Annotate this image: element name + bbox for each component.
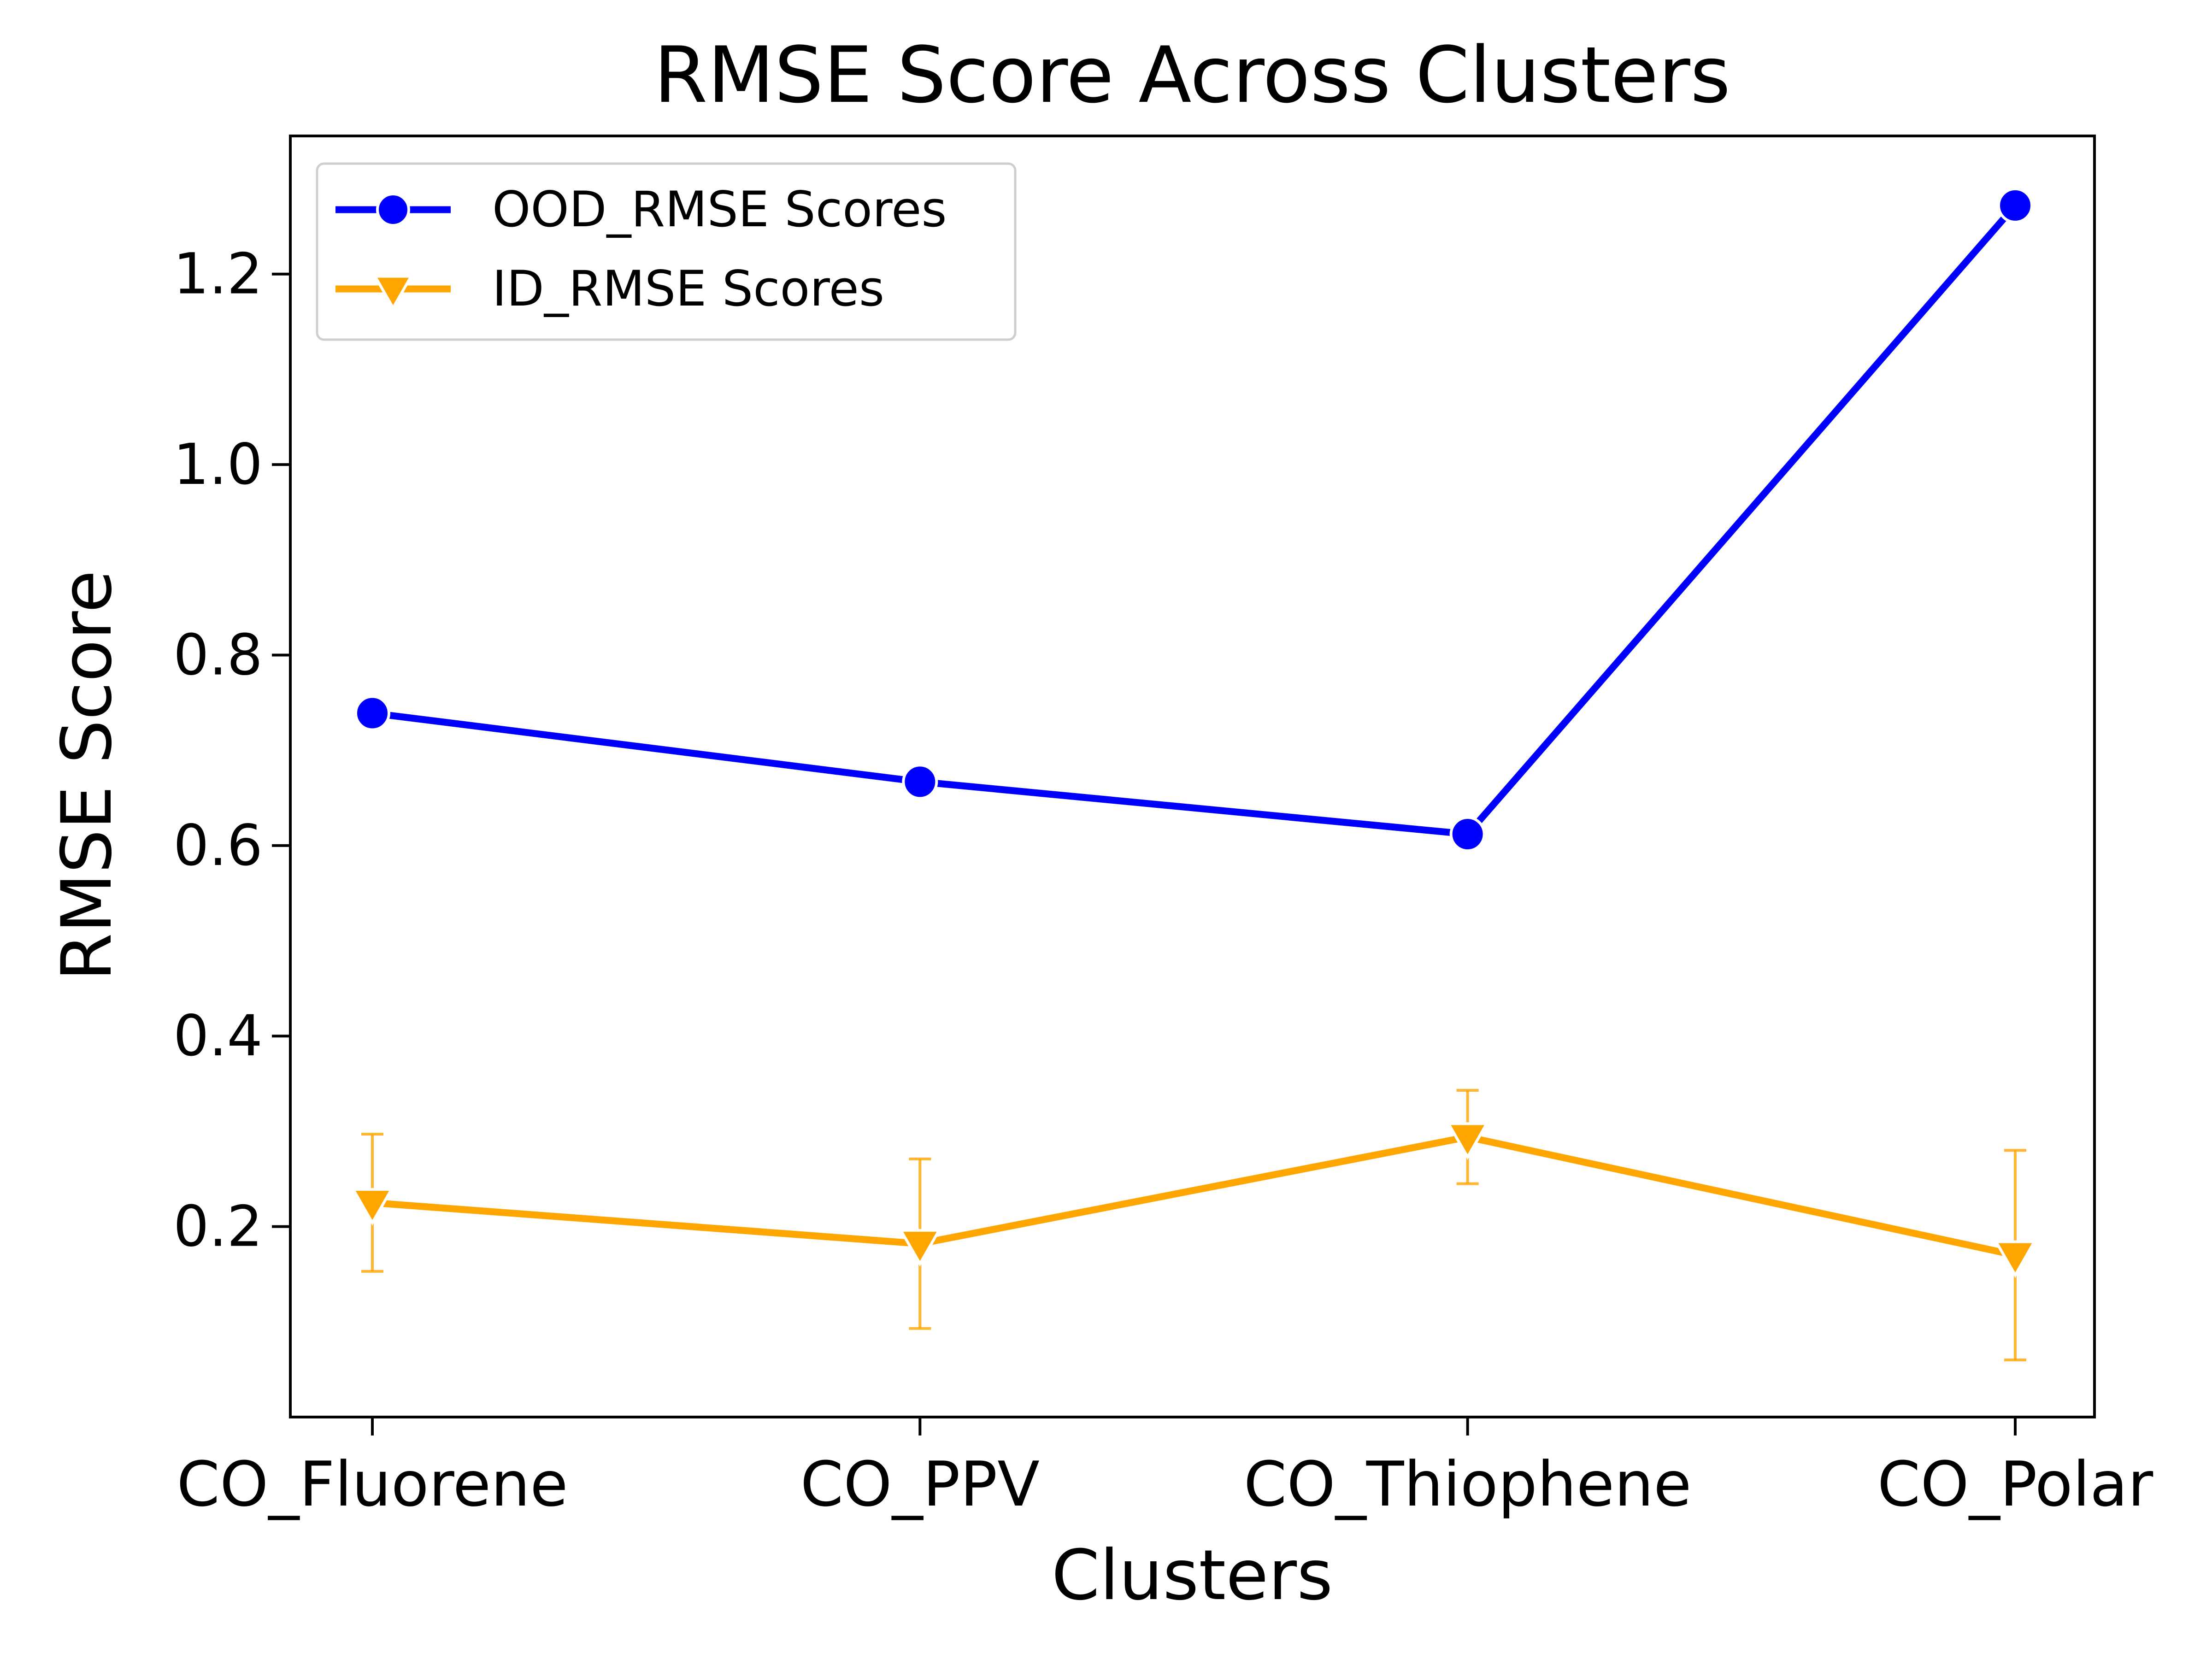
series-1 — [354, 187, 2033, 853]
data-point — [1997, 187, 2033, 224]
data-point — [351, 1188, 394, 1226]
x-tick-label: CO_PPV — [800, 1448, 1040, 1520]
y-tick-label: 0.2 — [173, 1194, 263, 1259]
legend: OOD_RMSE Scores ID_RMSE Scores — [316, 162, 1017, 341]
legend-marker — [376, 193, 410, 227]
series-line — [369, 1133, 2019, 1259]
y-tick-label: 0.4 — [173, 1003, 263, 1069]
data-point — [1994, 1240, 2037, 1278]
plot-frame — [289, 135, 2096, 1418]
x-tick-label: CO_Fluorene — [176, 1448, 568, 1520]
y-axis-label: RMSE Score — [47, 570, 127, 981]
y-tick-label: 1.2 — [173, 241, 263, 307]
x-axis-label: Clusters — [1052, 1535, 1333, 1616]
chart-title: RMSE Score Across Clusters — [654, 30, 1731, 120]
legend-label: ID_RMSE Scores — [492, 260, 884, 317]
plot-area: 0.2 0.4 0.6 0.8 1.0 1.2 CO_Fluorene CO_PPV CO_Th… — [173, 135, 2153, 1520]
data-point — [902, 764, 938, 800]
y-tick-label: 0.8 — [173, 622, 263, 688]
data-point — [354, 695, 390, 731]
series-2 — [351, 1089, 2037, 1361]
legend-marker — [372, 275, 414, 311]
y-tick-label: 1.0 — [173, 432, 263, 497]
x-tick-label: CO_Polar — [1877, 1448, 2153, 1520]
legend-label: OOD_RMSE Scores — [492, 181, 947, 238]
legend-entry: ID_RMSE Scores — [335, 260, 884, 317]
x-tick-label: CO_Thiophene — [1244, 1448, 1692, 1520]
series-line — [369, 202, 2019, 838]
legend-entry: OOD_RMSE Scores — [335, 181, 947, 238]
data-point — [1446, 1122, 1489, 1160]
y-tick-label: 0.6 — [173, 813, 263, 878]
data-point — [1449, 816, 1486, 853]
data-point — [898, 1229, 941, 1267]
legend-frame — [316, 162, 1017, 341]
